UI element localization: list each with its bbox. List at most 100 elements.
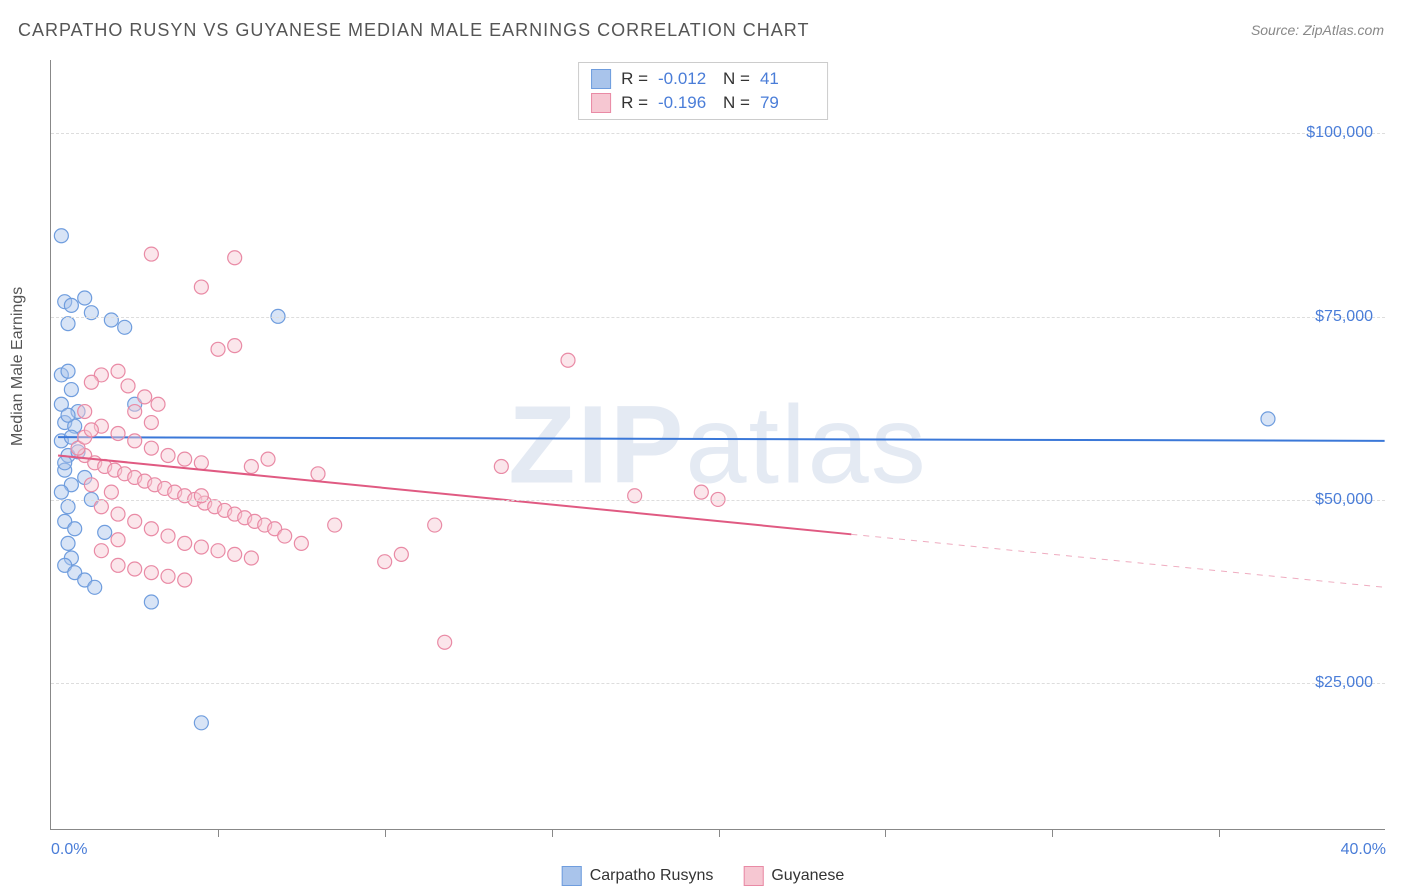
scatter-point [311,467,325,481]
scatter-point [211,342,225,356]
trendline-dashed [851,534,1384,587]
legend-item: Carpatho Rusyns [562,866,714,886]
scatter-point [194,716,208,730]
y-tick-label: $100,000 [1306,124,1373,142]
scatter-point [694,485,708,499]
scatter-point [128,434,142,448]
scatter-point [144,595,158,609]
scatter-point [194,540,208,554]
scatter-point [194,456,208,470]
scatter-point [111,558,125,572]
r-value: -0.196 [658,93,713,113]
x-minor-tick [719,829,720,837]
scatter-point [178,573,192,587]
scatter-svg [51,60,1385,829]
scatter-point [138,390,152,404]
gridline-h [51,133,1385,134]
scatter-point [121,379,135,393]
scatter-point [378,555,392,569]
scatter-point [78,291,92,305]
scatter-point [61,500,75,514]
scatter-point [328,518,342,532]
scatter-point [54,485,68,499]
x-minor-tick [885,829,886,837]
x-tick-label: 40.0% [1341,841,1386,859]
n-label: N = [723,69,750,89]
scatter-point [94,544,108,558]
scatter-point [178,452,192,466]
scatter-point [84,423,98,437]
scatter-point [61,408,75,422]
scatter-point [118,320,132,334]
scatter-point [178,536,192,550]
n-value: 41 [760,69,815,89]
x-minor-tick [1219,829,1220,837]
scatter-point [78,405,92,419]
scatter-point [94,500,108,514]
scatter-point [61,364,75,378]
scatter-point [104,485,118,499]
stats-row: R =-0.012N =41 [591,67,815,91]
scatter-point [394,547,408,561]
stats-legend: R = -0.012 N = 41R = -0.196 N = 79 [578,62,828,120]
scatter-point [104,313,118,327]
scatter-point [161,569,175,583]
scatter-point [1261,412,1275,426]
scatter-point [111,507,125,521]
scatter-point [111,364,125,378]
scatter-point [278,529,292,543]
scatter-point [128,405,142,419]
gridline-h [51,500,1385,501]
gridline-h [51,317,1385,318]
scatter-point [144,566,158,580]
legend-label: Carpatho Rusyns [590,867,714,885]
scatter-point [228,251,242,265]
x-minor-tick [1052,829,1053,837]
trendline [58,437,1385,441]
legend-swatch [591,93,611,113]
y-tick-label: $75,000 [1315,308,1373,326]
scatter-point [161,529,175,543]
n-value: 79 [760,93,815,113]
scatter-point [428,518,442,532]
scatter-point [111,533,125,547]
n-label: N = [723,93,750,113]
scatter-point [61,317,75,331]
y-axis-label: Median Male Earnings [9,287,27,446]
r-value: -0.012 [658,69,713,89]
scatter-point [84,478,98,492]
scatter-point [228,339,242,353]
scatter-point [68,522,82,536]
scatter-point [144,247,158,261]
x-minor-tick [385,829,386,837]
scatter-point [64,383,78,397]
scatter-point [61,536,75,550]
y-tick-label: $25,000 [1315,674,1373,692]
scatter-point [261,452,275,466]
legend-item: Guyanese [743,866,844,886]
scatter-point [144,522,158,536]
stats-row: R = -0.196 N = 79 [591,91,815,115]
chart-plot-area: ZIPatlas $25,000$50,000$75,000$100,0000.… [50,60,1385,830]
scatter-point [144,441,158,455]
scatter-point [244,459,258,473]
scatter-point [84,375,98,389]
legend-label: Guyanese [771,867,844,885]
source-attribution: Source: ZipAtlas.com [1251,22,1384,38]
scatter-point [128,562,142,576]
scatter-point [88,580,102,594]
scatter-point [111,427,125,441]
scatter-point [64,298,78,312]
scatter-point [211,544,225,558]
r-label: R = [621,93,648,113]
chart-title: CARPATHO RUSYN VS GUYANESE MEDIAN MALE E… [18,20,809,41]
chart-container: CARPATHO RUSYN VS GUYANESE MEDIAN MALE E… [0,0,1406,892]
gridline-h [51,683,1385,684]
legend-swatch [591,69,611,89]
scatter-point [561,353,575,367]
scatter-point [494,459,508,473]
legend-swatch [562,866,582,886]
scatter-point [244,551,258,565]
x-minor-tick [218,829,219,837]
scatter-point [194,280,208,294]
